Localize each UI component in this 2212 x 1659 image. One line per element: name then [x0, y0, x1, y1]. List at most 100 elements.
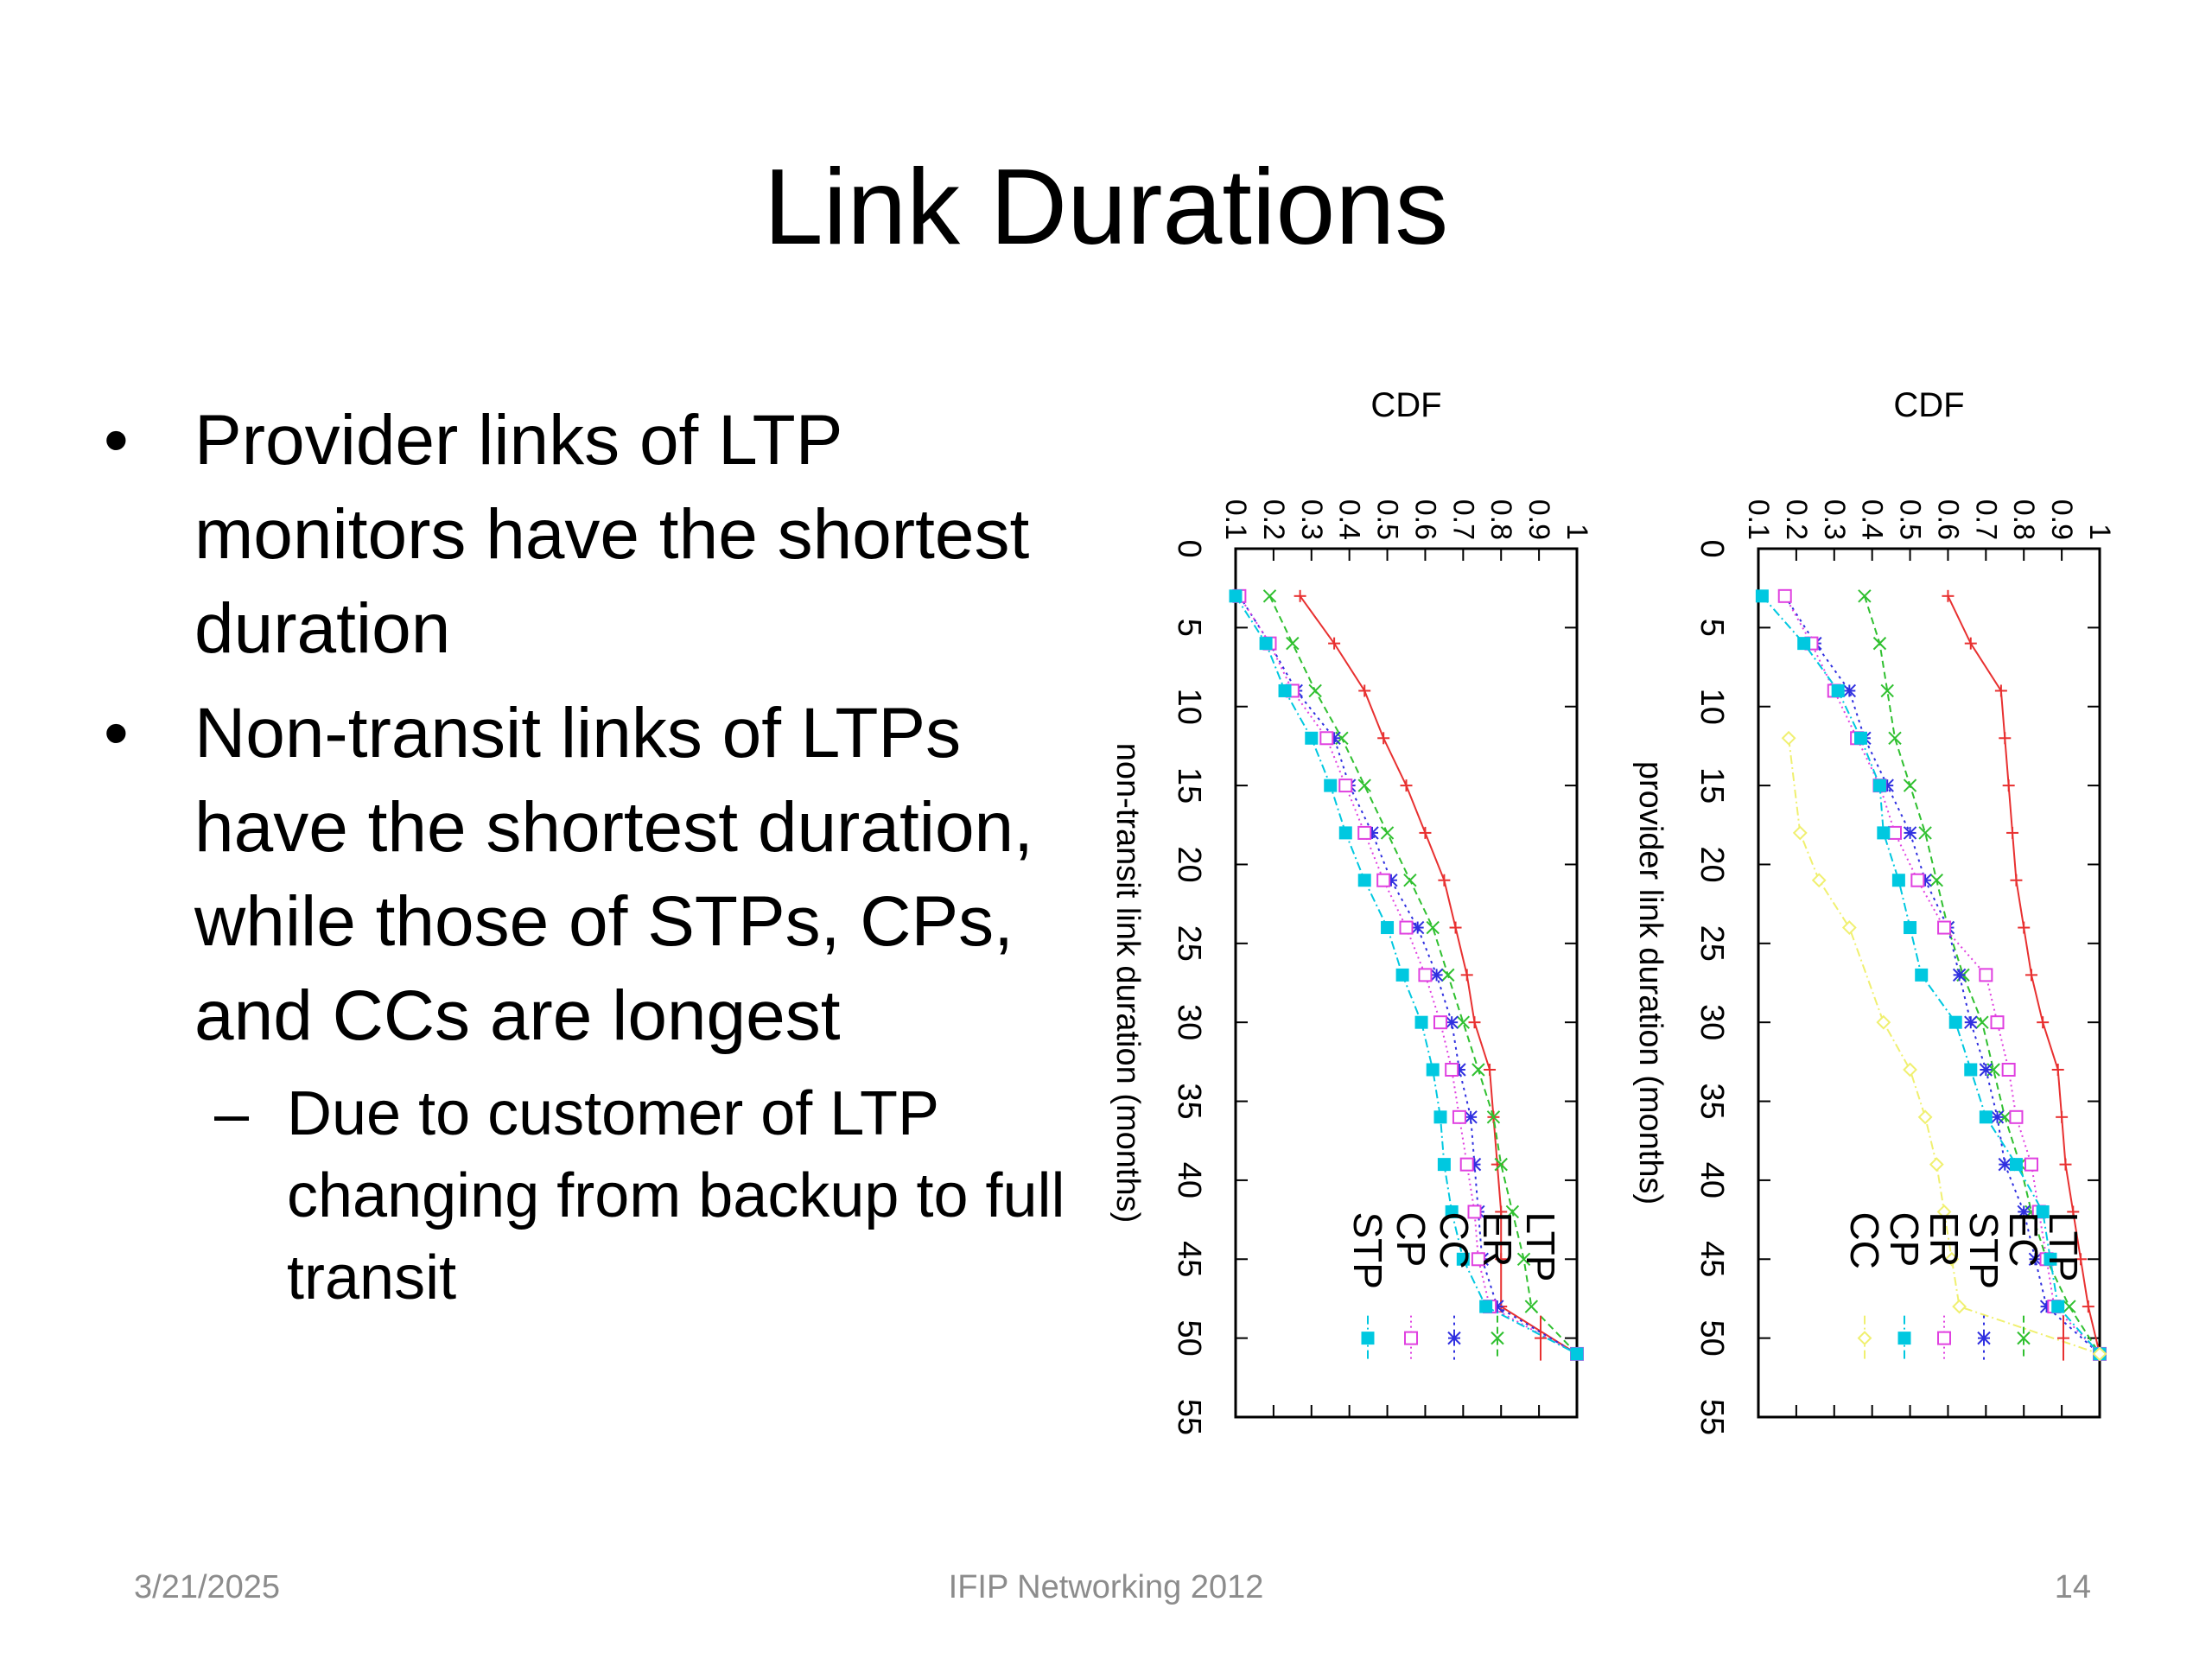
- marker-stroke: [1952, 968, 1967, 982]
- data-point-ltp: [2059, 1158, 2072, 1171]
- chart-non-transit-svg: 0 5 10 15 20 25 30 35 40 45 50 55 0.1 0.2 0.3 0.4 0.5 0.6…: [1109, 386, 1593, 1435]
- marker-shape: [1937, 920, 1952, 935]
- data-point-cp: [1471, 1252, 1485, 1267]
- data-point-cc: [1792, 825, 1808, 841]
- marker-shape: [1777, 588, 1792, 603]
- legend-marker-er: [1491, 1331, 1504, 1345]
- marker-stroke: [1524, 1300, 1539, 1313]
- data-point-cp: [1964, 1063, 1978, 1077]
- marker-stroke: [1975, 1015, 1989, 1029]
- x-tick-label: 5: [1171, 619, 1207, 637]
- marker-shape: [1781, 730, 1796, 746]
- data-point-ltp: [1377, 732, 1390, 745]
- x-tick-label: 35: [1171, 1083, 1207, 1119]
- x-tick-label: 15: [1171, 767, 1207, 804]
- marker-stroke: [1456, 1015, 1471, 1029]
- data-point-stp: [1456, 1252, 1470, 1266]
- data-point-er: [1441, 968, 1455, 982]
- marker-shape: [1278, 683, 1292, 697]
- marker-shape: [1433, 1015, 1447, 1030]
- data-point-stp: [1437, 1158, 1451, 1172]
- data-point-er: [1486, 1110, 1501, 1124]
- x-tick-label: 35: [1694, 1083, 1730, 1119]
- marker-shape: [1570, 1347, 1584, 1361]
- data-point-er: [2001, 1063, 2016, 1077]
- bullet-item: • Non-transit links of LTPs have the sho…: [104, 686, 1080, 1063]
- data-point-stp: [1357, 874, 1371, 887]
- x-tick-label: 0: [1171, 539, 1207, 557]
- x-tick-label: 10: [1171, 689, 1207, 725]
- marker-shape: [1811, 873, 1827, 888]
- data-point-er: [1286, 636, 1300, 651]
- data-point-cp: [1915, 968, 1929, 982]
- data-point-er: [1494, 1157, 1508, 1172]
- marker-shape: [1792, 825, 1808, 841]
- data-point-ltp: [1449, 921, 1462, 934]
- legend-label-er: ER: [1922, 1211, 1967, 1267]
- marker-shape: [1797, 637, 1811, 651]
- marker-shape: [1937, 1331, 1951, 1345]
- data-point-ltp: [2067, 1205, 2080, 1218]
- data-point-stp: [1998, 1157, 2012, 1172]
- marker-shape: [1929, 1157, 1944, 1173]
- marker-shape: [1395, 968, 1409, 982]
- marker-stroke: [1410, 920, 1425, 935]
- data-point-er: [1456, 1015, 1471, 1029]
- marker-shape: [1361, 1332, 1375, 1345]
- marker-stroke: [1426, 920, 1440, 935]
- data-point-ltp: [2037, 1016, 2050, 1029]
- data-point-ec: [1888, 731, 1902, 745]
- marker-shape: [1437, 1158, 1451, 1172]
- bullet-list: • Provider links of LTP monitors have th…: [104, 393, 1080, 1319]
- legend-label-stp: STP: [1345, 1211, 1390, 1288]
- data-point-er: [1308, 683, 1322, 698]
- marker-shape: [1445, 1205, 1459, 1218]
- marker-shape: [2009, 1158, 2023, 1172]
- data-point-ec: [1918, 826, 1932, 840]
- data-point-cp: [1338, 779, 1353, 793]
- marker-stroke: [1447, 1331, 1461, 1345]
- marker-shape: [1891, 874, 1905, 887]
- data-point-cc: [1841, 920, 1857, 935]
- marker-shape: [1456, 1252, 1470, 1266]
- data-point-er: [1505, 1205, 1520, 1219]
- marker-shape: [1952, 1299, 1967, 1314]
- y-tick-label: 0.2: [1257, 499, 1290, 540]
- marker-stroke: [2017, 1331, 2031, 1345]
- marker-stroke: [1403, 874, 1417, 887]
- data-point-cp: [1445, 1063, 1459, 1077]
- marker-shape: [1381, 921, 1395, 935]
- data-point-ltp: [2010, 874, 2023, 887]
- footer-page-number: 14: [2054, 1569, 2091, 1605]
- marker-shape: [1841, 920, 1857, 935]
- data-point-cp: [1904, 921, 1917, 935]
- x-tick-label: 30: [1694, 1004, 1730, 1040]
- y-tick-label: 0.7: [1969, 499, 2002, 540]
- data-point-ec: [1858, 589, 1872, 603]
- marker-shape: [1445, 1063, 1459, 1077]
- data-point-stp: [1433, 1110, 1447, 1124]
- marker-stroke: [1494, 1157, 1508, 1172]
- data-point-cp: [1319, 731, 1334, 746]
- legend-label-ec: EC: [2001, 1211, 2046, 1267]
- data-point-er: [1403, 874, 1417, 887]
- data-point-er: [1910, 873, 1925, 887]
- data-point-cc: [1903, 1062, 1917, 1077]
- y-tick-label: 0.3: [1295, 499, 1328, 540]
- marker-shape: [1903, 1062, 1917, 1077]
- marker-shape: [2036, 1205, 2050, 1218]
- y-tick-label: 0.7: [1446, 499, 1479, 540]
- marker-stroke: [1979, 1063, 1993, 1077]
- marker-shape: [1433, 1110, 1447, 1124]
- data-point-er: [2009, 1109, 2024, 1124]
- data-point-er: [1262, 589, 1277, 603]
- data-point-cp: [1872, 779, 1886, 792]
- data-point-ltp: [1964, 637, 1977, 650]
- marker-shape: [1876, 1014, 1891, 1030]
- legend-label-stp: STP: [1961, 1211, 2006, 1288]
- marker-shape: [1426, 1063, 1440, 1077]
- marker-stroke: [1880, 683, 1894, 698]
- data-point-cc: [1445, 1015, 1459, 1029]
- marker-stroke: [1516, 1252, 1531, 1266]
- data-point-er: [1979, 968, 1993, 982]
